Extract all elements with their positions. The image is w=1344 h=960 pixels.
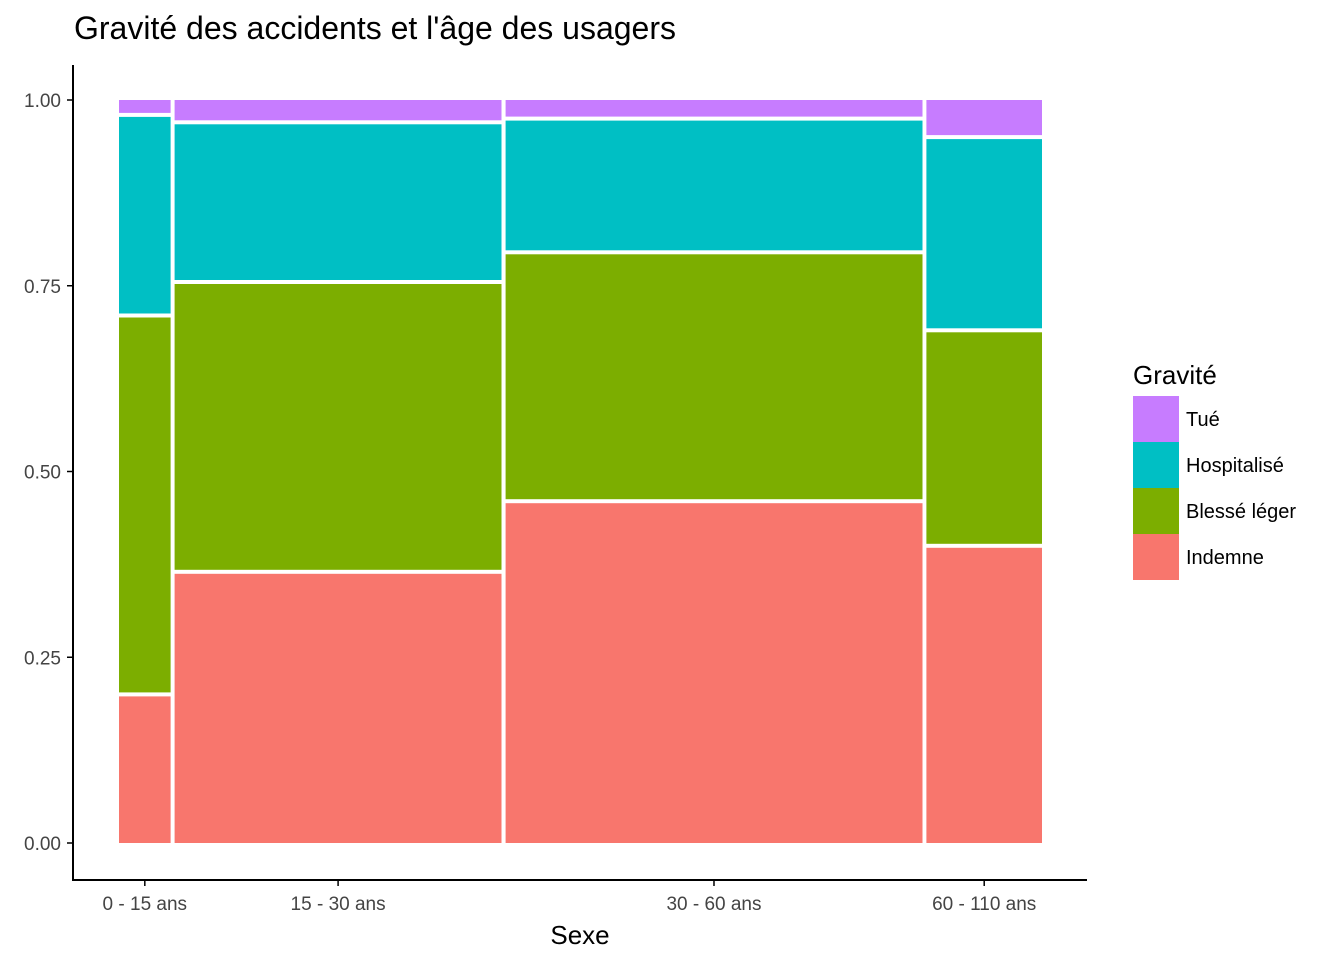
tile-60-110-ans-indemne: [926, 547, 1042, 843]
tile-30-60-ans-tue: [505, 100, 923, 117]
tile-30-60-ans-indemne: [505, 503, 923, 843]
legend-label-tue: Tué: [1186, 409, 1220, 431]
legend-key-indemne: [1133, 534, 1179, 580]
y-tick-label: 0.75: [24, 277, 61, 298]
tile-60-110-ans-blesse-leger: [926, 332, 1042, 544]
legend-label-indemne: Indemne: [1186, 547, 1264, 569]
legend-label-blesse-leger: Blessé léger: [1186, 501, 1296, 523]
tile-0-15-ans-tue: [119, 100, 171, 113]
chart-title: Gravité des accidents et l'âge des usage…: [74, 10, 676, 46]
tile-15-30-ans-indemne: [174, 573, 502, 843]
x-tick-label: 15 - 30 ans: [291, 894, 386, 915]
y-tick-label: 1.00: [24, 91, 61, 112]
legend-label-hospitalise: Hospitalisé: [1186, 455, 1284, 477]
tile-15-30-ans-tue: [174, 100, 502, 121]
tile-60-110-ans-tue: [926, 100, 1042, 136]
legend-key-hospitalise: [1133, 442, 1179, 488]
x-tick-label: 30 - 60 ans: [666, 894, 761, 915]
tile-30-60-ans-hospitalise: [505, 120, 923, 251]
tile-60-110-ans-hospitalise: [926, 139, 1042, 329]
y-tick-label: 0.50: [24, 463, 61, 484]
x-tick-label: 60 - 110 ans: [932, 894, 1036, 915]
tile-15-30-ans-blesse-leger: [174, 284, 502, 570]
y-tick-label: 0.25: [24, 648, 61, 669]
tile-0-15-ans-hospitalise: [119, 116, 171, 314]
legend-title: Gravité: [1133, 360, 1217, 390]
x-axis: 0 - 15 ans 15 - 30 ans 30 - 60 ans 60 - 110…: [103, 880, 1036, 915]
tile-0-15-ans-blesse-leger: [119, 317, 171, 693]
tile-30-60-ans-blesse-leger: [505, 254, 923, 500]
x-tick-label: 0 - 15 ans: [103, 894, 188, 915]
legend-key-tue: [1133, 396, 1179, 442]
tile-15-30-ans-hospitalise: [174, 124, 502, 280]
legend-key-blesse-leger: [1133, 488, 1179, 534]
y-tick-label: 0.00: [24, 834, 61, 855]
plot-area: [119, 100, 1042, 843]
legend: Gravité Tué Hospitalisé Blessé léger Indemn…: [1133, 360, 1296, 580]
x-axis-title: Sexe: [550, 920, 609, 950]
y-axis: 0.00 0.25 0.50 0.75 1.00: [24, 91, 73, 855]
tile-0-15-ans-indemne: [119, 696, 171, 843]
